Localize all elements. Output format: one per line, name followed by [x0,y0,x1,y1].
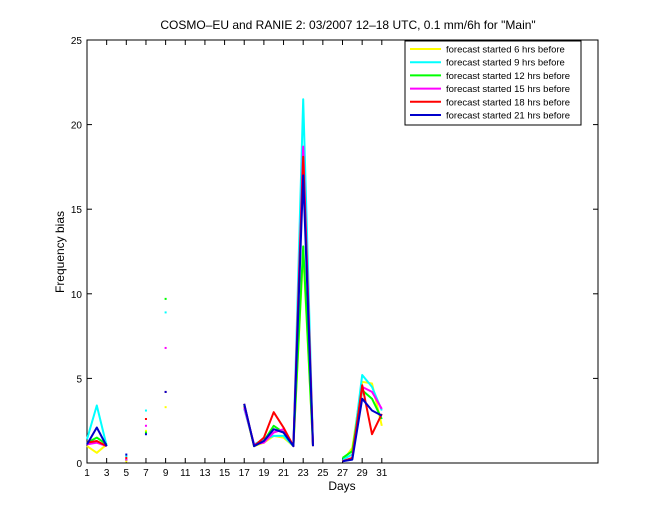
x-tick-label: 13 [199,468,211,479]
data-point [164,311,167,314]
data-point [164,297,167,300]
y-tick-label: 20 [71,121,83,132]
x-tick-label: 15 [219,468,231,479]
data-point [125,460,128,463]
x-tick-label: 25 [317,468,329,479]
x-tick-label: 27 [337,468,349,479]
series-line [342,384,383,463]
x-tick-label: 23 [298,468,310,479]
x-axis-label: Days [328,479,355,493]
y-tick-label: 5 [76,374,82,385]
legend-entry: forecast started 15 hrs before [446,84,570,95]
data-point [164,390,167,393]
x-tick-label: 11 [180,468,191,479]
y-tick-label: 15 [71,205,83,216]
x-tick-label: 19 [258,468,270,479]
x-tick-label: 9 [163,468,169,479]
legend-entry: forecast started 21 hrs before [446,111,570,122]
legend-entry: forecast started 6 hrs before [446,45,565,56]
data-point [125,458,128,461]
series-line [342,397,383,463]
x-tick-label: 17 [239,468,251,479]
x-tick-label: 1 [84,468,90,479]
x-tick-label: 3 [104,468,110,479]
data-point [144,429,147,432]
series-6 [86,174,383,463]
data-point [125,455,128,458]
data-point [144,409,147,412]
legend-entry: forecast started 9 hrs before [446,58,565,69]
data-point [164,406,167,409]
x-tick-label: 5 [124,468,130,479]
series-line [86,404,108,447]
y-tick-label: 25 [71,36,83,47]
series-line [86,440,108,447]
data-point [164,346,167,349]
y-tick-label: 10 [71,290,83,301]
series-line [86,426,108,447]
x-tick-label: 31 [376,468,388,479]
legend-entry: forecast started 18 hrs before [446,97,570,108]
series-line [243,174,314,448]
series-line [342,374,383,461]
legend: forecast started 6 hrs before forecast st… [404,40,582,126]
legend-box [404,40,582,126]
y-tick-label: 0 [76,459,82,470]
x-tick-label: 21 [278,468,290,479]
y-axis-label: Frequency bias [53,211,67,293]
x-tick-label: 7 [143,468,149,479]
legend-entry: forecast started 12 hrs before [446,71,570,82]
data-point [144,418,147,421]
x-tick-label: 29 [357,468,369,479]
data-point [125,456,128,459]
data-point [144,431,147,434]
series-line [86,443,108,454]
series-line [86,436,108,446]
data-point [125,453,128,456]
series-lines [86,98,383,463]
chart-title: COSMO–EU and RANIE 2: 03/2007 12–18 UTC,… [160,18,535,32]
data-point [144,424,147,427]
data-point [144,433,147,436]
